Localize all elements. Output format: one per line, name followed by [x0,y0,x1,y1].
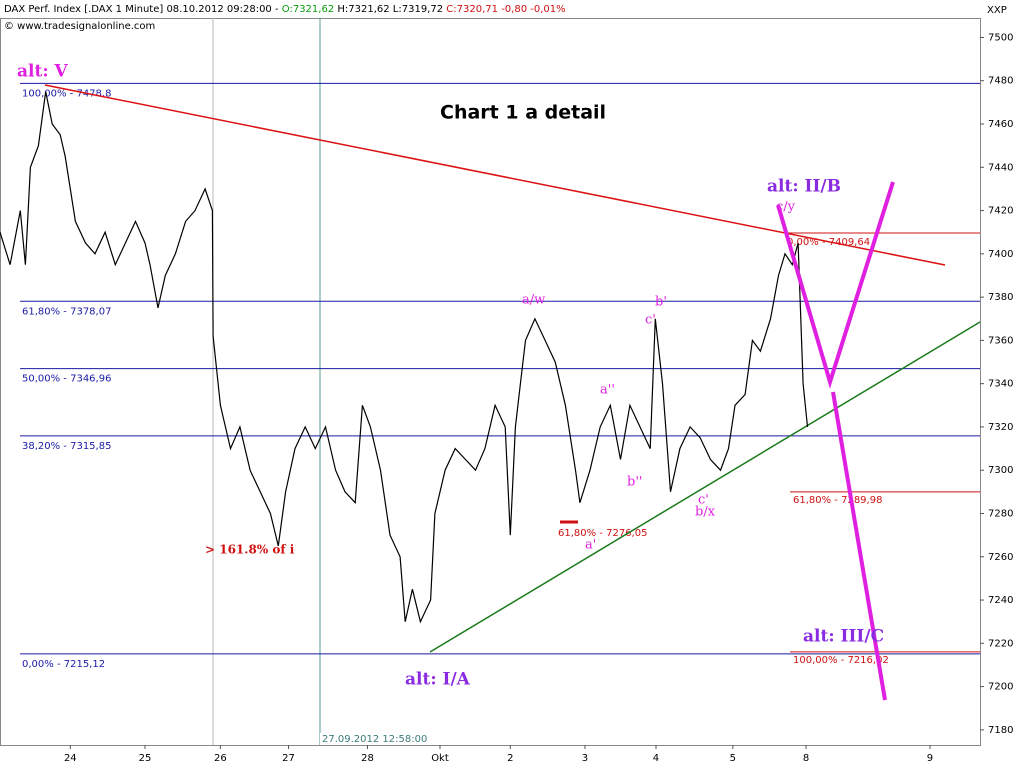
y-tick-label: 7340 [988,379,1013,390]
y-tick-label: 7360 [988,335,1013,346]
x-tick-label: 24 [64,753,77,764]
axis-id: XXP [987,5,1007,16]
annotation: alt: III/C [803,627,884,647]
copyright: © www.tradesignalonline.com [4,21,155,32]
resistance-line [44,84,946,266]
y-tick-label: 7480 [988,76,1013,87]
y-tick-label: 7420 [988,206,1013,217]
annotation: alt: I/A [405,670,471,690]
x-tick-label: 4 [653,753,659,764]
header: DAX Perf. Index [.DAX 1 Minute] 08.10.20… [4,4,566,15]
annotation: a/w [522,293,545,308]
y-tick-label: 7400 [988,249,1013,260]
header-open: O:7321,62 [282,4,334,15]
y-tick-label: 7240 [988,595,1013,606]
annotation: > 161.8% of i [205,543,295,557]
level-label: 61,80% - 7378,07 [22,306,111,317]
level-label: 100,00% - 7478,8 [22,88,111,99]
annotation: b/x [695,505,716,520]
y-tick-label: 7320 [988,422,1013,433]
x-tick-label: 2 [507,753,513,764]
annotation: alt: V [17,62,69,82]
annotation: b' [655,295,667,310]
y-tick-label: 7500 [988,32,1013,43]
cursor-label: 27.09.2012 12:58:00 [322,734,427,745]
y-tick-label: 7280 [988,508,1013,519]
header-instrument: DAX Perf. Index [.DAX 1 Minute] 08.10.20… [4,4,279,15]
x-tick-label: 8 [803,753,809,764]
projection-down [831,391,887,701]
support-line [429,321,981,653]
level-label: 38,20% - 7315,85 [22,441,111,452]
annotation: c' [698,493,709,508]
level-label: 0,00% - 7215,12 [22,659,105,670]
y-tick-label: 7380 [988,292,1013,303]
level-label: 0,00% - 7409,64 [787,237,870,248]
y-tick-label: 7440 [988,162,1013,173]
y-tick-label: 7300 [988,465,1013,476]
price-line [0,91,809,624]
y-tick-label: 7220 [988,638,1013,649]
header-close: C:7320,71 [446,4,498,15]
plot-frame [0,18,981,746]
y-tick-label: 7200 [988,682,1013,693]
x-tick-label: Okt [431,753,449,764]
x-tick-label: 26 [214,753,227,764]
header-high-low: H:7321,62 L:7319,72 [337,4,443,15]
annotation: c/y [776,200,796,215]
y-tick-label: 7260 [988,552,1013,563]
annotation: c' [645,313,656,328]
projection-zigzag [776,181,895,389]
x-tick-label: 3 [582,753,588,764]
x-tick-label: 25 [139,753,152,764]
level-label: 61,80% - 7276,05 [558,528,647,539]
annotation: b'' [627,475,642,490]
x-tick-label: 9 [927,753,933,764]
cursor-label-bg [320,733,428,745]
level-label: 50,00% - 7346,96 [22,374,111,385]
level-label: 100,00% - 7216,02 [793,655,889,666]
y-tick-label: 7180 [988,725,1013,736]
level-label: 61,80% - 7289,98 [793,495,882,506]
x-tick-label: 5 [730,753,736,764]
x-tick-label: 27 [282,753,295,764]
annotation: a'' [600,383,615,398]
header-change: -0,80 -0,01% [501,4,565,15]
x-tick-label: 28 [361,753,374,764]
annotation: a' [585,538,596,553]
chart-title: Chart 1 a detail [440,102,606,124]
y-tick-label: 7460 [988,119,1013,130]
annotation: alt: II/B [767,177,841,197]
